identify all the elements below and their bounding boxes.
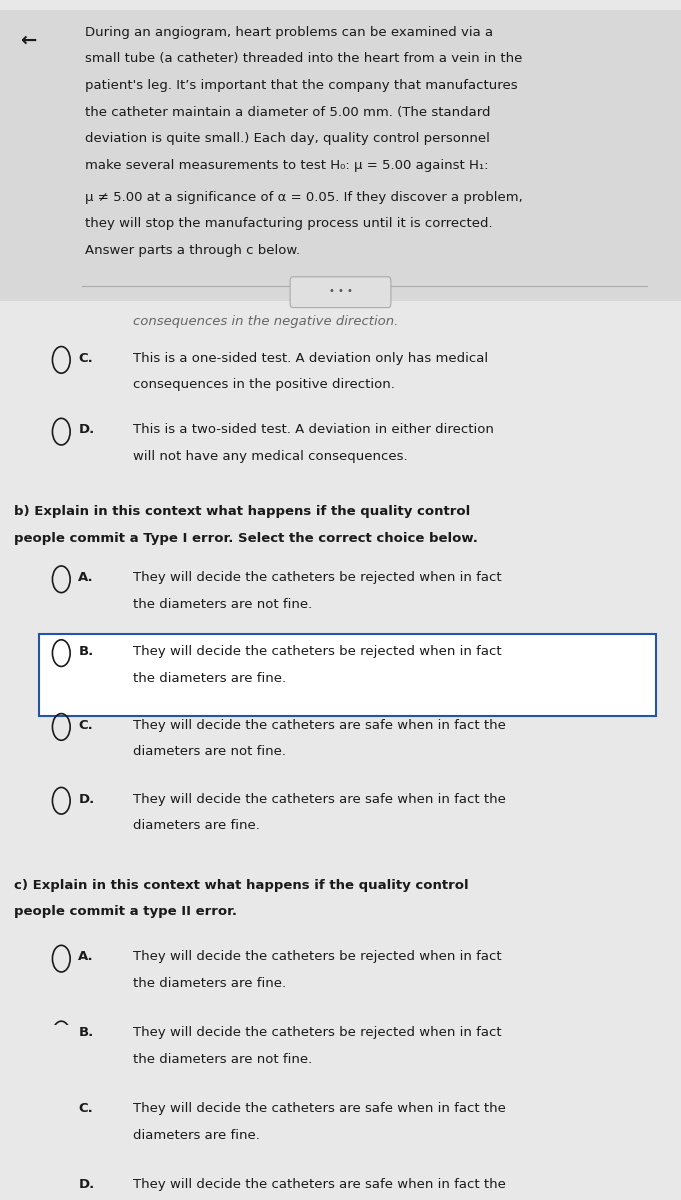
Text: D.: D. [78, 792, 95, 805]
Text: c) Explain in this context what happens if the quality control: c) Explain in this context what happens … [14, 878, 469, 892]
Text: ←: ← [20, 31, 37, 49]
Text: • • •: • • • [328, 286, 353, 296]
Text: the diameters are not fine.: the diameters are not fine. [133, 598, 312, 611]
Text: They will decide the catheters are safe when in fact the: They will decide the catheters are safe … [133, 1178, 506, 1192]
Text: They will decide the catheters are safe when in fact the: They will decide the catheters are safe … [133, 1102, 506, 1115]
Text: A.: A. [78, 571, 94, 584]
Text: This is a one-sided test. A deviation only has medical: This is a one-sided test. A deviation on… [133, 352, 488, 365]
Text: diameters are fine.: diameters are fine. [133, 820, 259, 833]
Text: C.: C. [78, 719, 93, 732]
Text: They will decide the catheters be rejected when in fact: They will decide the catheters be reject… [133, 644, 501, 658]
Text: consequences in the negative direction.: consequences in the negative direction. [133, 314, 398, 328]
Text: C.: C. [78, 1102, 93, 1115]
Text: deviation is quite small.) Each day, quality control personnel: deviation is quite small.) Each day, qua… [85, 132, 490, 145]
Text: C.: C. [78, 352, 93, 365]
Text: They will decide the catheters be rejected when in fact: They will decide the catheters be reject… [133, 1026, 501, 1039]
Text: the catheter maintain a diameter of 5.00 mm. (The standard: the catheter maintain a diameter of 5.00… [85, 106, 490, 119]
Text: make several measurements to test H₀: μ = 5.00 against H₁:: make several measurements to test H₀: μ … [85, 158, 489, 172]
Text: the diameters are not fine.: the diameters are not fine. [133, 1052, 312, 1066]
Text: B.: B. [78, 644, 93, 658]
FancyBboxPatch shape [0, 11, 681, 301]
Text: They will decide the catheters are safe when in fact the: They will decide the catheters are safe … [133, 719, 506, 732]
Text: diameters are not fine.: diameters are not fine. [133, 745, 286, 758]
Text: the diameters are fine.: the diameters are fine. [133, 977, 286, 990]
Text: will not have any medical consequences.: will not have any medical consequences. [133, 450, 407, 463]
Text: D.: D. [78, 424, 95, 437]
Text: D.: D. [78, 1178, 95, 1192]
Text: During an angiogram, heart problems can be examined via a: During an angiogram, heart problems can … [85, 25, 493, 38]
Text: This is a two-sided test. A deviation in either direction: This is a two-sided test. A deviation in… [133, 424, 494, 437]
Text: people commit a type II error.: people commit a type II error. [14, 905, 236, 918]
Text: Answer parts a through c below.: Answer parts a through c below. [85, 244, 300, 257]
Text: the diameters are fine.: the diameters are fine. [133, 672, 286, 684]
Text: patient's leg. It’s important that the company that manufactures: patient's leg. It’s important that the c… [85, 79, 518, 92]
Text: B.: B. [78, 1026, 93, 1039]
Text: people commit a Type I error. Select the correct choice below.: people commit a Type I error. Select the… [14, 532, 477, 545]
Text: They will decide the catheters be rejected when in fact: They will decide the catheters be reject… [133, 571, 501, 584]
Text: small tube (a catheter) threaded into the heart from a vein in the: small tube (a catheter) threaded into th… [85, 53, 522, 65]
Text: A.: A. [78, 950, 94, 964]
Text: diameters are fine.: diameters are fine. [133, 1129, 259, 1142]
Text: they will stop the manufacturing process until it is corrected.: they will stop the manufacturing process… [85, 217, 493, 230]
Text: They will decide the catheters be rejected when in fact: They will decide the catheters be reject… [133, 950, 501, 964]
FancyBboxPatch shape [290, 277, 391, 307]
Text: μ ≠ 5.00 at a significance of α = 0.05. If they discover a problem,: μ ≠ 5.00 at a significance of α = 0.05. … [85, 191, 523, 204]
Text: b) Explain in this context what happens if the quality control: b) Explain in this context what happens … [14, 505, 470, 518]
Text: consequences in the positive direction.: consequences in the positive direction. [133, 378, 395, 391]
FancyBboxPatch shape [39, 634, 656, 715]
Text: They will decide the catheters are safe when in fact the: They will decide the catheters are safe … [133, 792, 506, 805]
